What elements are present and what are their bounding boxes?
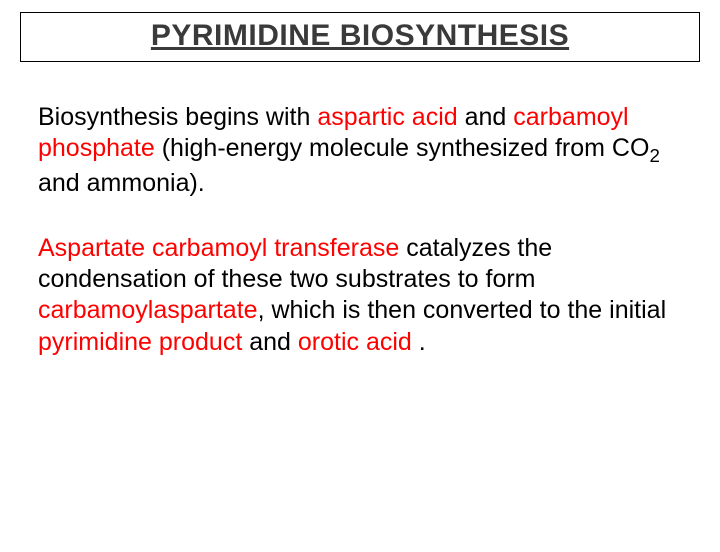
body-area: Biosynthesis begins with aspartic acid a…	[0, 62, 720, 358]
paragraph-2: Aspartate carbamoyl transferase catalyze…	[38, 233, 682, 358]
text-run: and ammonia).	[38, 169, 205, 197]
text-run: (high-energy molecule synthesized from C…	[155, 134, 650, 162]
highlight-aspartate-carbamoyl-transferase: Aspartate carbamoyl transferase	[38, 234, 399, 262]
title-box: PYRIMIDINE BIOSYNTHESIS	[20, 12, 700, 62]
text-run: and	[458, 103, 514, 131]
text-run: Biosynthesis begins with	[38, 103, 317, 131]
highlight-orotic-acid: orotic acid	[298, 328, 412, 356]
text-run: and	[242, 328, 298, 356]
highlight-carbamoylaspartate: carbamoylaspartate	[38, 296, 258, 324]
paragraph-1: Biosynthesis begins with aspartic acid a…	[38, 102, 682, 199]
highlight-pyrimidine-product: pyrimidine product	[38, 328, 242, 356]
subscript-2: 2	[649, 145, 659, 166]
text-run: , which is then converted to the initial	[258, 296, 667, 324]
slide-title: PYRIMIDINE BIOSYNTHESIS	[151, 19, 569, 52]
slide: PYRIMIDINE BIOSYNTHESIS Biosynthesis beg…	[0, 12, 720, 552]
highlight-aspartic-acid: aspartic acid	[317, 103, 457, 131]
text-run: .	[412, 328, 426, 356]
